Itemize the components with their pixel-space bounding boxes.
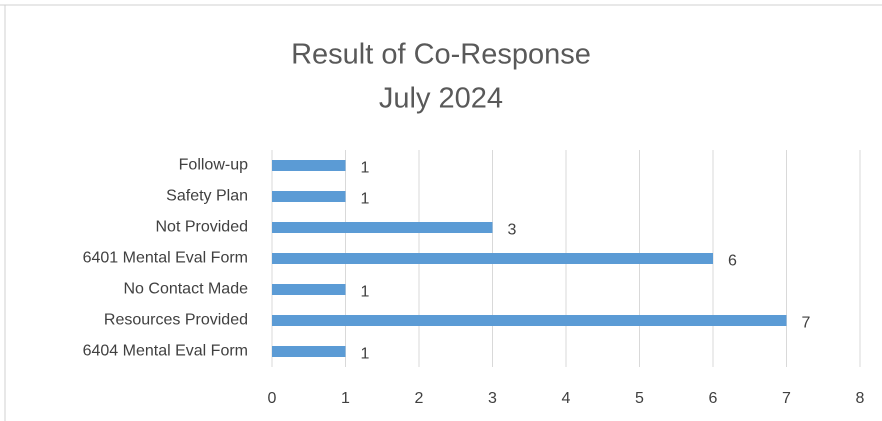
data-label: 1	[361, 160, 370, 177]
data-label: 1	[361, 191, 370, 208]
bar	[272, 284, 346, 295]
bar	[272, 222, 493, 233]
x-tick-label: 3	[488, 390, 497, 407]
y-tick-label: Resources Provided	[104, 312, 248, 329]
y-tick-label: 6404 Mental Eval Form	[83, 343, 248, 360]
x-tick-label: 5	[635, 390, 644, 407]
bar	[272, 191, 346, 202]
y-tick-label: Follow-up	[179, 157, 248, 174]
data-label: 1	[361, 346, 370, 363]
x-tick-label: 0	[268, 390, 277, 407]
y-tick-label: 6401 Mental Eval Form	[83, 250, 248, 267]
x-tick-label: 8	[856, 390, 865, 407]
chart-subtitle: July 2024	[379, 83, 503, 115]
bar	[272, 160, 346, 171]
data-label: 6	[728, 253, 737, 270]
x-tick-label: 6	[709, 390, 718, 407]
x-tick-label: 7	[782, 390, 791, 407]
data-label: 7	[802, 315, 811, 332]
data-label: 1	[361, 284, 370, 301]
x-tick-label: 2	[415, 390, 424, 407]
y-tick-label: Safety Plan	[166, 188, 248, 205]
chart-title: Result of Co-Response	[291, 39, 591, 71]
y-tick-label: No Contact Made	[123, 281, 248, 298]
bar	[272, 315, 787, 326]
x-tick-label: 4	[562, 390, 571, 407]
bar	[272, 346, 346, 357]
data-label: 3	[508, 222, 517, 239]
bar	[272, 253, 713, 264]
y-tick-label: Not Provided	[156, 219, 249, 236]
x-tick-label: 1	[341, 390, 350, 407]
